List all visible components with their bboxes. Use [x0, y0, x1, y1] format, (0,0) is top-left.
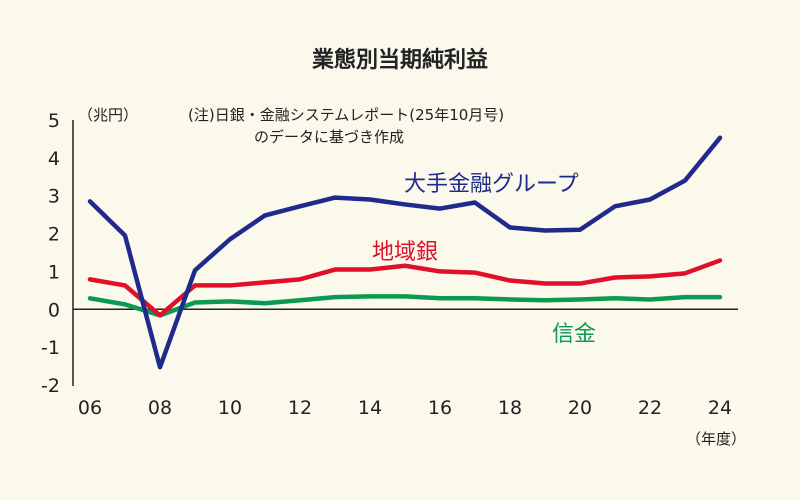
y-tick-label: -1: [41, 337, 60, 359]
y-tick-label: -2: [41, 375, 60, 397]
x-tick-label: 20: [568, 397, 592, 419]
x-tick-label: 22: [638, 397, 662, 419]
source-note-line-1: (注)日銀・金融システムレポート(25年10月号): [188, 106, 505, 124]
y-tick-label: 4: [48, 148, 60, 170]
y-tick-label: 5: [48, 110, 60, 132]
y-tick-label: 3: [48, 186, 60, 208]
y-tick-label: 2: [48, 224, 60, 246]
y-tick-label: 1: [48, 261, 60, 283]
y-tick-label: 0: [48, 299, 60, 321]
x-tick-label: 12: [288, 397, 312, 419]
x-tick-label: 08: [148, 397, 172, 419]
x-tick-label: 16: [428, 397, 452, 419]
x-tick-label: 10: [218, 397, 242, 419]
x-tick-label: 18: [498, 397, 522, 419]
x-axis-unit: （年度）: [686, 430, 747, 448]
x-tick-label: 06: [78, 397, 102, 419]
series-label-regional-banks: 地域銀: [372, 240, 439, 265]
source-note-line-2: のデータに基づき作成: [254, 128, 405, 146]
chart-title: 業態別当期純利益: [311, 48, 488, 73]
x-tick-label: 14: [358, 397, 382, 419]
series-label-shinkin: 信金: [552, 322, 597, 347]
y-axis-unit: （兆円）: [78, 106, 139, 124]
series-label-major-banks: 大手金融グループ: [404, 172, 579, 197]
x-tick-label: 24: [708, 397, 732, 419]
